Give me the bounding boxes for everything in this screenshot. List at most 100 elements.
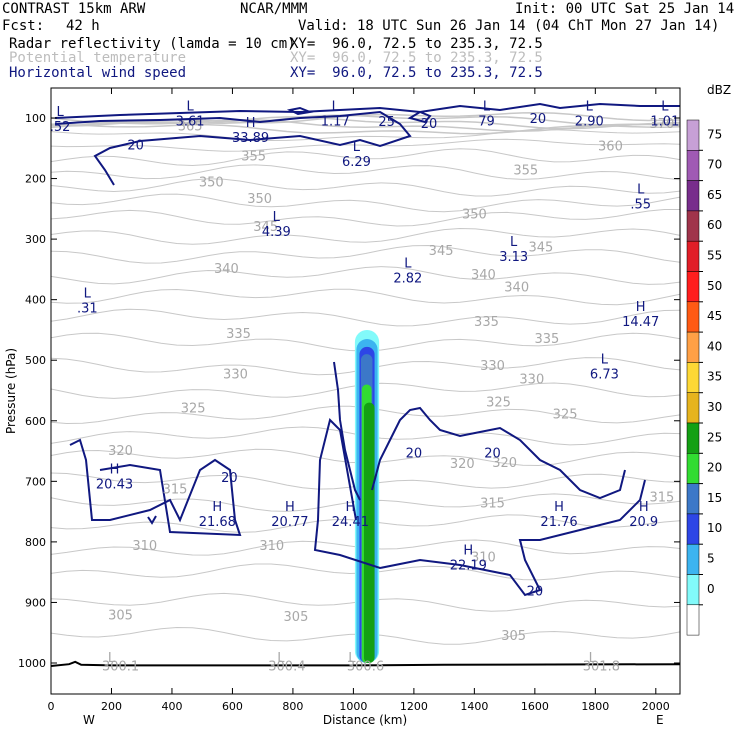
isentrope-label: 315 [163,483,188,498]
colorbar-level: 25 [707,430,722,444]
colorbar-level: 70 [707,158,722,172]
isentrope-label: 325 [553,408,578,423]
isentrope-line [50,118,681,132]
isentrope-label: 300.4 [268,659,305,674]
isentrope-line [50,116,681,130]
extremum-marker: H [345,500,355,515]
isentrope-label: 330 [223,368,248,383]
east-label: E [656,713,664,727]
isentrope-label: 330 [480,359,505,374]
isentrope-label: 355 [513,163,538,178]
isentrope-label: 350 [462,208,487,223]
isentrope-label: 301.8 [583,659,620,674]
isentrope-line [50,164,681,181]
wind-speed-contour [371,406,626,500]
x-tick-label: 600 [222,700,243,713]
colorbar-level: 15 [707,491,722,505]
colorbar-swatch [686,513,700,545]
extremum-marker: L [348,651,356,666]
y-axis-label: Pressure (hPa) [4,348,18,434]
extremum-value: 20.77 [271,515,308,530]
extremum-marker: L [661,100,669,115]
y-tick-label: 600 [25,415,46,428]
colorbar-level: 10 [707,521,722,535]
x-tick-label: 1000 [339,700,367,713]
isentrope-line [50,308,681,327]
isentrope-label: 320 [450,457,475,472]
wind-speed-contour [147,515,157,525]
isentrope-label: 310 [259,539,284,554]
isentrope-label: 355 [241,150,266,165]
extremum-value: 20.43 [96,477,133,492]
extremum-value: 21.68 [199,515,236,530]
extremum-value: 33.89 [232,131,269,146]
extremum-marker: H [246,116,256,131]
x-axis-label: Distance (km) [323,713,407,727]
wind-contour-label: 20 [527,584,544,599]
isentrope-line [50,209,680,227]
model-title: CONTRAST 15km ARW [2,1,146,17]
wind-speed-contour [407,110,432,124]
extremum-marker: L [637,183,645,198]
isentrope-line [50,178,681,197]
extremum-marker: H [554,500,564,515]
wind-contour-label: 20 [221,471,238,486]
extremum-marker: L [586,100,594,115]
isentrope-label: 315 [649,490,674,505]
colorbar-swatch [686,119,700,151]
colorbar-swatch [686,180,700,212]
extremum-marker: L [108,651,116,666]
isentrope-line [50,288,681,306]
colorbar-level: 40 [707,339,722,353]
colorbar-level: 30 [707,400,722,414]
x-tick-label: 200 [101,700,122,713]
extremum-value: 1.17 [321,115,350,130]
isentrope-label: 340 [504,280,529,295]
isentrope-label: 300.1 [102,659,139,674]
isentrope-line [50,123,681,135]
wind-contours [54,102,680,597]
colorbar-swatch [686,331,700,363]
isentrope-label: 305 [284,610,309,625]
field-wind-name: Horizontal wind speed [9,65,187,81]
x-tick-label: 1600 [521,700,549,713]
extremum-marker: L [404,256,412,271]
x-tick-label: 0 [48,700,55,713]
colorbar-swatch [686,422,700,454]
forecast-label: Fcst: [2,18,45,34]
extremum-marker: H [639,500,649,515]
extremum-value: 2.82 [393,271,422,286]
colorbar-level: 55 [707,249,722,263]
terrain-line [50,660,681,667]
colorbar-level: 20 [707,461,722,475]
isentrope-label: 350 [199,176,224,191]
field-theta-name: Potential temperature [9,50,187,66]
colorbar-level: 0 [707,582,715,596]
colorbar-level: 65 [707,188,722,202]
isentrope-line [50,244,681,264]
extremum-value: 24.41 [332,515,369,530]
isentrope-label: 370 [649,117,674,132]
isentrope-label: 325 [486,395,511,410]
isentrope-label: 340 [214,262,239,277]
isentrope-label: 345 [528,240,553,255]
colorbar-swatch [686,604,700,636]
extremum-value: .55 [630,198,651,213]
isentrope-label: 320 [492,456,517,471]
west-label: W [83,713,95,727]
y-tick-label: 1000 [18,657,46,670]
wind-speed-contour [69,438,242,537]
colorbar-swatch [686,574,700,606]
x-tick-label: 1400 [460,700,488,713]
colorbar-swatch [686,362,700,393]
field-reflectivity-name: Radar reflectivity (lamda = 10 cm) [9,36,296,52]
extremum-marker: L [186,100,194,115]
plot-frame [50,87,681,695]
colorbar-swatch [686,210,700,242]
wind-contour-label: 20 [421,117,438,132]
x-tick-label: 2000 [642,700,670,713]
wind-speed-contour [333,361,361,501]
colorbar-level: 75 [707,127,722,141]
